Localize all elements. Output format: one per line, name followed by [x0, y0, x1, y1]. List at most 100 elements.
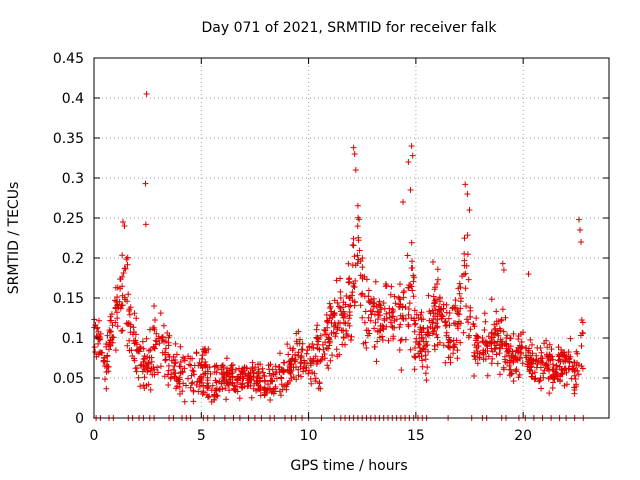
data-point: [112, 319, 119, 326]
data-point: [193, 382, 200, 388]
data-point: [424, 329, 431, 336]
data-point: [527, 367, 534, 374]
data-point: [471, 353, 478, 360]
data-point: [131, 355, 137, 362]
data-point: [471, 323, 478, 330]
data-point: [141, 363, 148, 370]
data-point: [366, 330, 373, 337]
data-point: [195, 388, 202, 395]
data-point: [473, 315, 480, 322]
data-point: [372, 319, 379, 326]
data-point: [108, 311, 115, 318]
data-point: [411, 307, 418, 314]
data-point: [346, 322, 353, 329]
data-point: [465, 319, 472, 326]
data-point: [272, 363, 279, 370]
data-point: [546, 351, 553, 358]
data-point: [212, 377, 219, 384]
data-point: [143, 360, 150, 367]
data-point: [529, 357, 536, 364]
data-point: [139, 338, 146, 345]
data-point: [429, 319, 436, 326]
data-point: [346, 309, 353, 315]
data-point: [337, 275, 344, 282]
data-point: [95, 340, 102, 347]
data-point: [397, 337, 404, 344]
data-point: [306, 344, 313, 351]
data-point: [340, 327, 347, 334]
data-point: [101, 363, 108, 369]
data-point: [155, 335, 162, 342]
data-point: [96, 317, 102, 324]
data-point: [324, 362, 331, 369]
data-point: [179, 388, 186, 395]
data-point: [528, 373, 535, 380]
data-point: [516, 342, 523, 349]
data-point: [564, 381, 570, 388]
data-point: [377, 312, 384, 319]
data-point: [351, 253, 358, 260]
data-point: [483, 342, 490, 349]
data-point: [577, 332, 584, 339]
data-point: [257, 374, 263, 381]
y-tick-label: 0.2: [62, 251, 84, 267]
data-point: [356, 216, 363, 223]
data-point: [399, 312, 406, 319]
data-point: [285, 379, 292, 386]
data-point: [482, 318, 489, 325]
data-point: [510, 359, 517, 366]
data-point: [440, 305, 447, 312]
data-point: [160, 322, 167, 329]
data-point: [419, 363, 426, 370]
data-point: [422, 370, 429, 377]
data-point: [345, 260, 352, 267]
data-point: [357, 302, 364, 309]
data-point: [137, 383, 144, 390]
data-point-outlier: [577, 227, 583, 233]
data-point: [317, 332, 324, 339]
data-point: [433, 331, 440, 338]
data-point: [423, 377, 430, 384]
data-point: [422, 346, 428, 353]
data-point: [299, 346, 306, 353]
data-point: [429, 307, 436, 314]
data-point: [391, 293, 398, 300]
data-point: [543, 337, 550, 344]
data-point: [189, 367, 196, 374]
data-point: [187, 384, 194, 391]
data-point: [445, 344, 452, 351]
data-point: [131, 329, 137, 335]
data-point: [194, 378, 201, 385]
y-axis-ticks: 0 0.05 0.1 0.15 0.2 0.25 0.3 0.35 0.4 0.45: [53, 51, 609, 427]
data-point: [268, 373, 275, 379]
data-point: [298, 346, 305, 353]
data-point: [325, 365, 332, 372]
data-point: [531, 369, 538, 376]
data-point: [467, 314, 474, 320]
data-point: [119, 327, 126, 334]
data-point: [494, 328, 501, 335]
data-point: [290, 345, 297, 352]
data-point: [333, 277, 340, 284]
data-point: [189, 379, 196, 386]
data-point: [238, 385, 245, 391]
data-point: [159, 337, 166, 344]
data-point: [118, 328, 125, 334]
data-point-outlier: [407, 187, 414, 193]
data-point: [236, 395, 243, 402]
data-point: [335, 303, 342, 310]
data-point: [152, 317, 158, 323]
data-point: [103, 385, 110, 392]
data-point: [191, 371, 198, 378]
data-point: [367, 307, 374, 314]
data-point-outlier: [408, 143, 415, 149]
x-tick-label: 5: [197, 428, 206, 444]
y-tick-label: 0.4: [62, 91, 84, 107]
data-point: [348, 333, 355, 340]
data-point: [114, 315, 121, 322]
data-point: [539, 359, 546, 366]
data-point: [307, 360, 314, 367]
data-point: [563, 369, 570, 376]
data-point: [419, 357, 426, 364]
data-point: [354, 260, 361, 267]
